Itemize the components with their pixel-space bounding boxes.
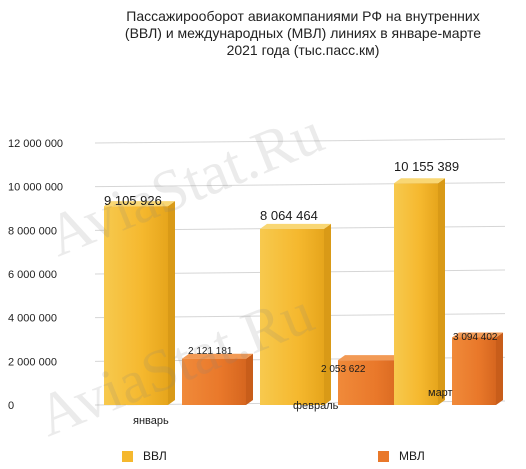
legend-label-mvl: МВЛ: [399, 449, 425, 463]
x-tick-label: январь: [133, 415, 169, 427]
gridline: [94, 138, 506, 144]
bar-top: [394, 178, 445, 184]
chart-title-line-2: (ВВЛ) и международных (МВЛ) линиях в янв…: [124, 25, 482, 41]
bar-side: [324, 223, 331, 405]
x-tick-label: февраль: [293, 400, 339, 412]
y-tick-label: 2 000 000: [8, 356, 57, 368]
bar-мвл-1: [338, 360, 402, 405]
x-tick-label: март: [428, 387, 453, 399]
y-tick-label: 4 000 000: [8, 313, 57, 325]
legend-swatch-mvl: [378, 450, 389, 462]
legend-item-vvl: ВВЛ: [122, 449, 167, 463]
chart-title-line-1: Пассажирооборот авиакомпаниями РФ на вну…: [126, 8, 480, 24]
bar-top: [182, 353, 253, 359]
data-label: 2 121 181: [188, 346, 233, 357]
bar-мвл-2: [452, 337, 496, 405]
y-tick-label: 8 000 000: [8, 225, 57, 237]
legend-swatch-vvl: [122, 450, 133, 462]
bar-side: [168, 201, 175, 405]
bar-ввл-1: [260, 228, 324, 405]
data-label: 8 064 464: [260, 208, 318, 223]
y-tick-label: 12 000 000: [8, 138, 63, 150]
bar-ввл-0: [104, 206, 168, 405]
data-label: 2 053 622: [321, 364, 366, 375]
bar-мвл-0: [182, 358, 246, 405]
bar-side: [438, 178, 445, 405]
bar-side: [246, 353, 253, 405]
data-label: 3 094 402: [453, 332, 498, 343]
bar-ввл-2: [394, 183, 438, 405]
bar-top: [260, 223, 331, 229]
chart-title: Пассажирооборот авиакомпаниями РФ на вну…: [88, 8, 518, 59]
y-tick-label: 0: [8, 400, 14, 412]
data-label: 10 155 389: [394, 159, 459, 174]
legend-label-vvl: ВВЛ: [143, 449, 167, 463]
bar-top: [338, 355, 409, 361]
y-tick-label: 6 000 000: [8, 269, 57, 281]
bar-side: [496, 332, 503, 405]
legend-item-mvl: МВЛ: [378, 449, 425, 463]
chart-title-line-3: 2021 года (тыс.пасс.км): [226, 42, 380, 58]
bar-top: [452, 332, 503, 338]
y-tick-label: 10 000 000: [8, 182, 63, 194]
data-label: 9 105 926: [104, 193, 162, 208]
bar-top: [104, 201, 175, 207]
